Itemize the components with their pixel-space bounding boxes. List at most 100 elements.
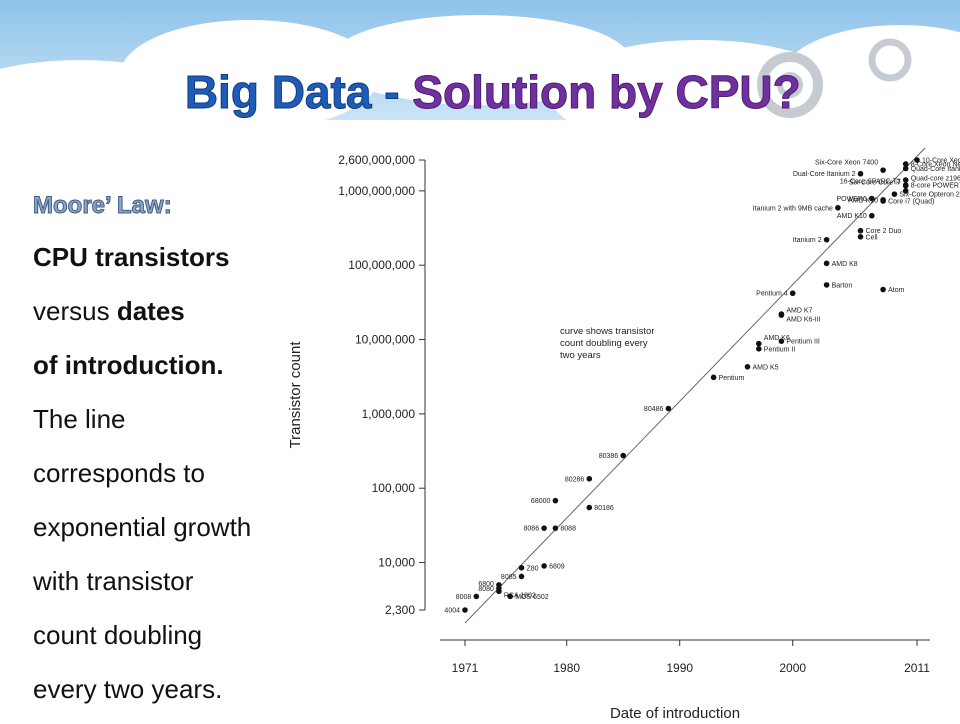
data-point: [835, 204, 841, 211]
data-point: [756, 346, 762, 352]
data-point: [778, 312, 785, 318]
data-point: [857, 170, 864, 177]
data-point: [552, 497, 559, 504]
data-point: [823, 236, 830, 243]
data-point: [902, 161, 909, 167]
data-point: [857, 234, 864, 240]
x-tick-label: 2011: [904, 661, 930, 675]
data-point: [518, 564, 525, 571]
data-point: [857, 227, 864, 234]
text-run: dates: [117, 296, 185, 326]
text-run: with transistor: [32, 566, 194, 596]
data-point: [620, 452, 626, 459]
data-point: [891, 191, 898, 197]
point-label: 80486: [644, 406, 664, 413]
title-part: Solution by CPU?: [412, 66, 800, 118]
body-text: CPU transistors versus dates of introducti…: [32, 242, 251, 704]
text-run: versus: [33, 296, 117, 326]
point-label: Pentium III: [786, 339, 820, 346]
x-tick-label: 1990: [666, 661, 693, 675]
body-line: every two years.: [33, 674, 222, 704]
body-line: count doubling: [33, 620, 202, 650]
slide-title: Big Data - Solution by CPU?: [121, 66, 839, 118]
y-axis-label: Transistor count: [287, 341, 304, 449]
point-label: 68000: [531, 498, 551, 505]
point-label: RCA 1802: [504, 592, 536, 599]
data-point: [869, 195, 875, 202]
data-point: [880, 197, 886, 203]
y-tick-label: 100,000,000: [348, 258, 415, 272]
y-tick-label: 1,000,000,000: [338, 184, 415, 198]
x-tick-label: 2000: [779, 661, 806, 675]
annotation: two years: [560, 350, 601, 361]
text-run: exponential growth: [33, 512, 251, 542]
body-line: corresponds to: [33, 458, 205, 488]
data-point: [744, 363, 751, 370]
gear-icon: [757, 38, 912, 118]
text-run: corresponds to: [33, 458, 205, 488]
data-point: [778, 338, 785, 344]
body-line: exponential growth: [33, 512, 251, 542]
data-point: [789, 290, 796, 297]
data-point: [914, 157, 920, 163]
body-line: of introduction.: [33, 350, 224, 380]
text-run: every two years.: [33, 674, 222, 704]
x-tick-label: 1971: [452, 661, 479, 675]
point-label: Cell: [866, 234, 879, 241]
point-label: Core 2 Duo: [866, 228, 902, 235]
data-point: [507, 593, 513, 600]
clouds: [0, 15, 960, 160]
x-tick-label: 1980: [553, 661, 580, 675]
point-label: 6809: [549, 563, 565, 570]
data-point: [462, 607, 468, 613]
point-label: Core i7 (Quad): [888, 198, 934, 205]
point-label: AMD K6-III: [786, 317, 820, 324]
point-label: Barton: [832, 282, 853, 289]
point-label: AMD K10: [848, 197, 878, 204]
body-line: CPU transistors: [33, 242, 230, 272]
text-run: The line: [33, 404, 126, 434]
x-axis-label: Date of introduction: [610, 705, 740, 722]
data-point: [823, 282, 830, 288]
point-label: 4004: [444, 607, 460, 614]
chart: Date of introduction Transistor count 2,…: [287, 147, 960, 722]
data-point: [880, 167, 886, 173]
text-run: CPU transistors: [33, 242, 230, 272]
data-point: [541, 563, 547, 569]
point-label: POWER6: [836, 196, 866, 203]
data-point: [541, 525, 547, 531]
point-label: AMD K5: [753, 364, 779, 371]
text-run: count doubling: [33, 620, 202, 650]
point-label: 80386: [599, 453, 619, 460]
data-point: [518, 573, 525, 580]
annotation: count doubling every: [560, 338, 648, 349]
data-point: [823, 260, 830, 267]
point-label: AMD K7: [786, 308, 812, 315]
data-point: [552, 525, 559, 531]
title-part: Big Data -: [185, 66, 412, 118]
annotation: curve shows transistor: [560, 326, 655, 337]
y-tick-label: 1,000,000: [362, 407, 416, 421]
point-label: Six-Core Core i7: [849, 179, 901, 186]
data-point: [496, 588, 502, 595]
point-label: Itanium 2 with 9MB cache: [753, 205, 833, 212]
data-point: [710, 374, 717, 381]
point-label: 8080: [478, 586, 494, 593]
text-run: of introduction.: [33, 350, 224, 380]
body-line: with transistor: [32, 566, 194, 596]
point-label: Pentium II: [764, 346, 796, 353]
body-line: versus dates: [33, 296, 185, 326]
data-point: [473, 593, 480, 600]
heading: Moore’ Law:: [33, 192, 172, 219]
data-point: [586, 504, 593, 511]
y-tick-label: 2,300: [385, 603, 415, 617]
data-point: [756, 340, 762, 347]
y-tick-label: 100,000: [372, 481, 416, 495]
point-label: 16-Core SPARC T3: [840, 178, 901, 185]
point-label: AMD K8: [832, 261, 858, 268]
data-point: [902, 177, 909, 183]
data-point: [869, 212, 875, 219]
point-label: 8-Core Xeon Nehalem-EX: [911, 161, 960, 168]
